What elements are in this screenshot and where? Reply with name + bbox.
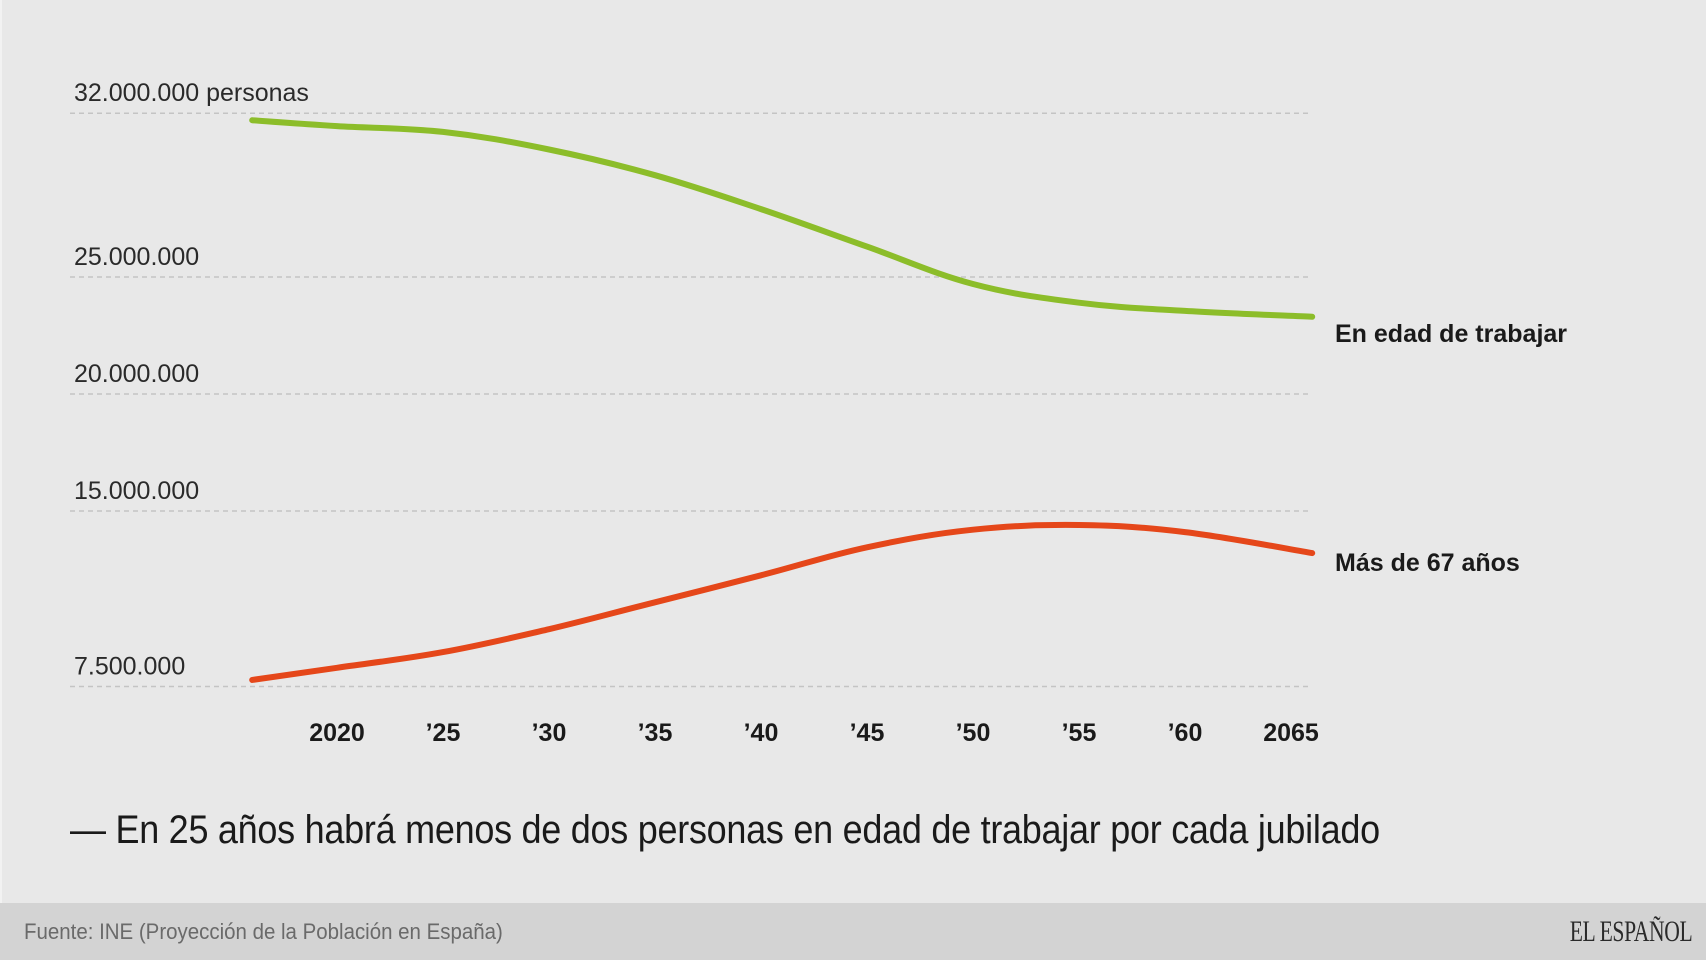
x-tick-label: ’40 bbox=[744, 719, 779, 747]
chart-subtitle: — En 25 años habrá menos de dos personas… bbox=[70, 808, 1380, 852]
x-tick-label: ’55 bbox=[1062, 719, 1097, 747]
series-label-working-age: En edad de trabajar bbox=[1335, 320, 1567, 348]
series-line-working-age bbox=[249, 117, 1316, 320]
series-line-over-67 bbox=[249, 521, 1316, 683]
series-label-over-67: Más de 67 años bbox=[1335, 549, 1520, 577]
source-note: Fuente: INE (Proyección de la Población … bbox=[24, 919, 503, 944]
x-tick-label: 2065 bbox=[1263, 719, 1319, 747]
x-tick-label: ’30 bbox=[532, 719, 567, 747]
y-tick-label: 7.500.000 bbox=[74, 653, 185, 681]
y-tick-label: 20.000.000 bbox=[74, 360, 199, 388]
x-tick-label: ’25 bbox=[426, 719, 461, 747]
series-labels: En edad de trabajar Más de 67 años bbox=[1335, 320, 1567, 577]
y-tick-label: 25.000.000 bbox=[74, 243, 199, 271]
y-axis-labels: 32.000.000 personas 25.000.000 20.000.000 1… bbox=[74, 79, 309, 680]
line-chart: 32.000.000 personas 25.000.000 20.000.000 1… bbox=[70, 79, 1567, 747]
x-tick-label: ’60 bbox=[1168, 719, 1203, 747]
x-tick-label: ’45 bbox=[850, 719, 885, 747]
series-lines bbox=[249, 117, 1316, 683]
x-axis-labels: 2020 ’25 ’30 ’35 ’40 ’45 ’50 ’55 ’60 2065 bbox=[309, 719, 1319, 747]
y-tick-label: 32.000.000 personas bbox=[74, 79, 309, 107]
x-tick-label: ’50 bbox=[956, 719, 991, 747]
gridlines bbox=[70, 112, 1310, 688]
y-tick-label: 15.000.000 bbox=[74, 477, 199, 505]
left-border bbox=[0, 0, 2, 903]
x-tick-label: 2020 bbox=[309, 719, 365, 747]
footer: Fuente: INE (Proyección de la Población … bbox=[0, 903, 1706, 960]
brand-logo: EL ESPAÑOL bbox=[1569, 915, 1692, 948]
x-tick-label: ’35 bbox=[638, 719, 673, 747]
